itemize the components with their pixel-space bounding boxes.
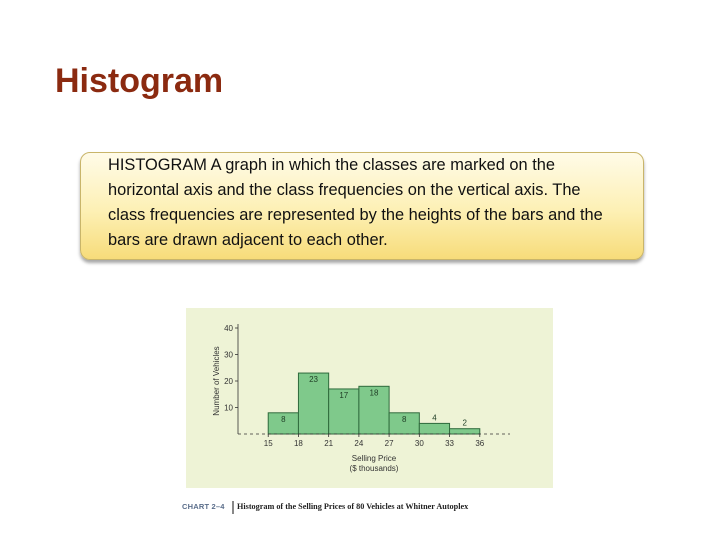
x-tick-label: 18 [294,439,303,448]
x-tick-label: 15 [264,439,273,448]
x-axis-units: ($ thousands) [350,464,399,473]
definition-text: HISTOGRAM A graph in which the classes a… [108,153,668,253]
bar-data-label: 18 [370,388,379,397]
bar-data-label: 23 [309,375,318,384]
definition-line: bars are drawn adjacent to each other. [108,231,388,249]
histogram-bar [358,385,390,435]
bar-data-label: 17 [339,391,348,400]
bar-data-label: 8 [281,415,286,424]
histogram-bar [418,422,451,435]
y-tick-label: 20 [224,377,233,386]
bar-data-label: 8 [402,415,407,424]
bar-data-label: 2 [462,419,467,428]
x-tick-label: 24 [354,439,363,448]
definition-line: horizontal axis and the class frequencie… [108,181,581,199]
chart-caption: CHART 2–4 Histogram of the Selling Price… [180,497,560,519]
caption-text: Histogram of the Selling Prices of 80 Ve… [237,502,469,511]
bar-data-label: 4 [432,413,437,422]
definition-line: class frequencies are represented by the… [108,206,603,224]
x-tick-label: 36 [475,439,484,448]
y-axis-title: Number of Vehicles [212,346,221,415]
y-tick-label: 10 [224,404,233,413]
caption-divider [232,501,234,514]
slide-title: Histogram [55,62,224,100]
definition-box [80,152,644,260]
y-tick-label: 30 [224,351,233,360]
definition-line: HISTOGRAM A graph in which the classes a… [108,156,556,174]
caption-label: CHART 2–4 [182,502,225,511]
x-tick-label: 21 [324,439,333,448]
y-tick-label: 40 [224,324,233,333]
histogram-bar [449,428,481,435]
histogram-chart: 8 23 17 18 8 4 2 10 20 30 40 15 18 21 24 27 30 33 36 Sellin… [212,324,510,473]
x-tick-label: 33 [445,439,454,448]
x-tick-label: 30 [415,439,424,448]
x-tick-label: 27 [385,439,394,448]
x-axis-title: Selling Price [352,454,397,463]
